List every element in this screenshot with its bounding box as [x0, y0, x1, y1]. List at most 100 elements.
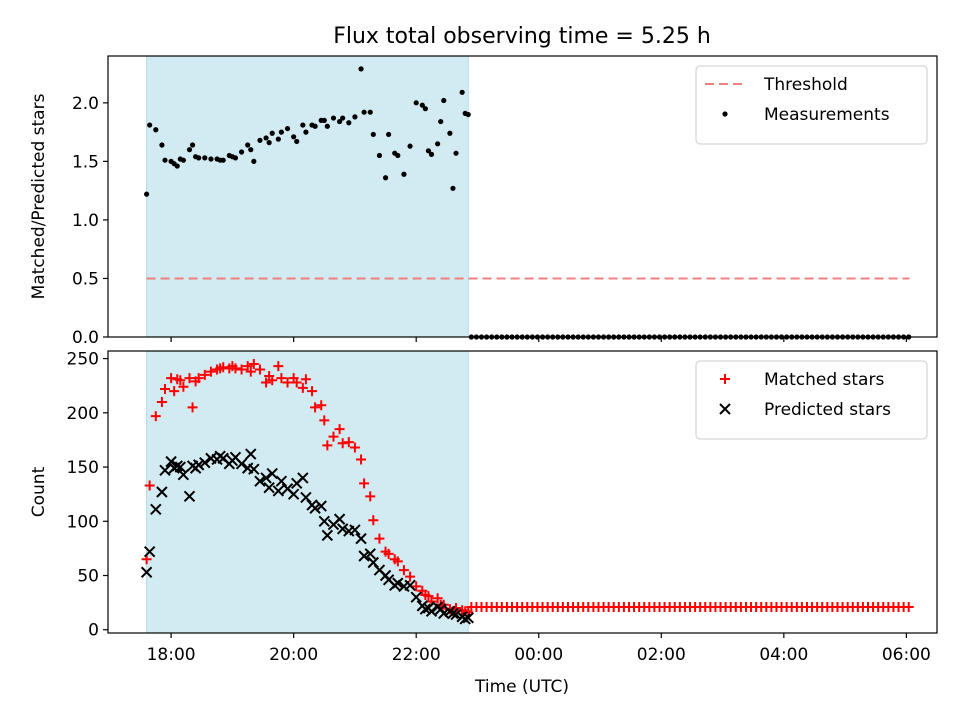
count-panel: 0 50 100 150 200 250 18:00 20:00 22:00 00:00 02:00…	[29, 350, 938, 665]
data-point	[447, 130, 453, 136]
data-point	[334, 424, 345, 435]
data-point	[450, 608, 462, 621]
data-point	[386, 131, 392, 138]
data-point	[392, 556, 403, 567]
data-point	[319, 415, 330, 426]
data-point	[273, 361, 284, 372]
legend-label: Threshold	[763, 75, 848, 95]
data-point	[297, 382, 308, 393]
data-point	[410, 591, 422, 603]
x-tick-label: 06:00	[882, 645, 931, 665]
data-point	[432, 593, 443, 604]
data-point	[383, 548, 394, 559]
data-point	[328, 431, 339, 442]
data-point	[294, 138, 300, 145]
data-point	[465, 111, 471, 118]
data-point	[248, 147, 254, 153]
chart-title: Flux total observing time = 5.25 h	[333, 24, 711, 49]
data-point	[321, 117, 327, 123]
data-point	[297, 472, 309, 484]
data-point	[438, 607, 450, 620]
data-point	[169, 386, 180, 397]
data-point	[254, 475, 266, 487]
data-point	[178, 381, 189, 392]
data-point	[422, 106, 428, 112]
data-point	[150, 411, 161, 422]
x-tick-label: 18:00	[147, 645, 196, 665]
data-point	[183, 490, 196, 503]
data-point	[143, 545, 156, 558]
data-point	[358, 550, 370, 562]
data-point	[245, 448, 257, 460]
data-point	[159, 142, 165, 148]
y-tick-label: 150	[67, 458, 99, 478]
x-tick-label: 20:00	[269, 645, 318, 665]
data-point	[359, 478, 370, 489]
data-point	[147, 122, 153, 128]
y-axis-label: Matched/Predicted stars	[29, 93, 49, 299]
data-point	[336, 523, 349, 535]
data-point	[459, 89, 465, 95]
data-point	[177, 468, 190, 481]
data-point	[248, 359, 259, 370]
data-point	[196, 155, 202, 161]
data-point	[411, 581, 422, 592]
y-tick-label: 100	[67, 512, 99, 532]
data-point	[401, 171, 407, 177]
data-point	[303, 129, 309, 135]
legend-label: Predicted stars	[764, 400, 891, 420]
y-tick-label: 0	[88, 621, 99, 641]
data-point	[438, 118, 444, 125]
data-point	[275, 136, 281, 142]
data-point	[208, 156, 214, 162]
data-point	[356, 454, 367, 465]
data-point	[337, 438, 348, 449]
data-point	[186, 147, 193, 153]
data-point	[272, 485, 285, 497]
legend: Matched stars Predicted stars	[695, 360, 928, 440]
data-point	[171, 460, 183, 472]
y-tick-label: 250	[67, 350, 99, 370]
data-point	[199, 369, 210, 380]
data-point	[349, 524, 361, 536]
data-point	[159, 383, 170, 394]
data-point	[174, 163, 180, 169]
data-point	[199, 457, 211, 469]
data-point	[175, 375, 186, 386]
data-point	[202, 155, 208, 161]
data-point	[370, 131, 376, 138]
data-point	[287, 488, 300, 500]
x-tick-label: 04:00	[759, 645, 808, 665]
y-tick-label: 0.5	[72, 269, 99, 289]
y-tick-label: 1.0	[72, 211, 99, 231]
data-point	[156, 486, 168, 498]
data-point	[278, 129, 284, 135]
data-point	[322, 440, 333, 451]
data-point	[349, 442, 360, 453]
data-point	[425, 605, 438, 618]
data-point	[166, 373, 177, 384]
data-point	[284, 125, 291, 132]
data-point	[230, 363, 241, 374]
data-point	[376, 152, 383, 159]
y-tick-label: 50	[77, 567, 99, 587]
data-point	[150, 503, 162, 516]
data-point	[291, 134, 297, 140]
observing-span-shade	[146, 55, 469, 338]
legend-box	[695, 360, 928, 440]
x-tick-label: 02:00	[637, 645, 686, 665]
data-point	[310, 402, 321, 413]
data-point	[232, 155, 239, 161]
legend-box	[695, 65, 928, 145]
axes-frame	[107, 55, 938, 338]
data-point	[266, 467, 278, 480]
data-point	[368, 515, 379, 526]
data-point	[419, 102, 425, 108]
data-point	[251, 158, 257, 164]
x-tick-label: 00:00	[514, 645, 563, 665]
data-point	[309, 502, 321, 514]
legend: Threshold Measurements	[695, 65, 928, 145]
data-point	[220, 157, 226, 163]
data-point	[267, 375, 278, 386]
